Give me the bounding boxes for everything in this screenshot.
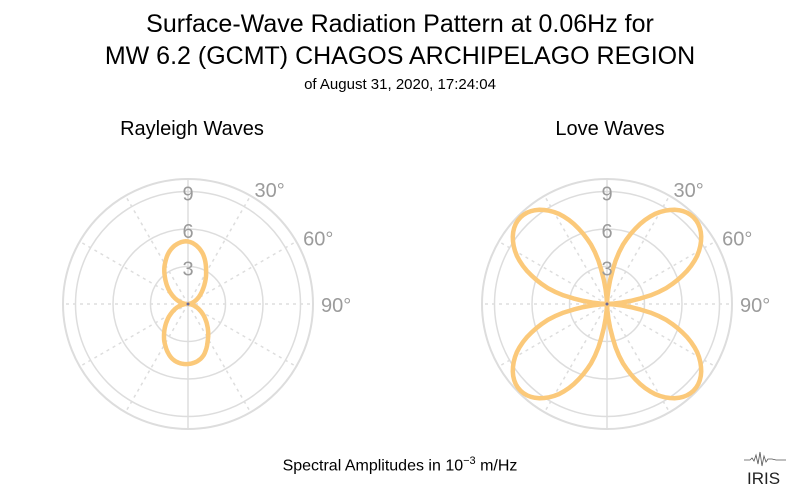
love-radial-tick-label: 9 xyxy=(601,184,612,206)
iris-logo-seismogram xyxy=(744,451,786,467)
amplitude-units-label: Spectral Amplitudes in 10−3 m/Hz xyxy=(0,455,800,475)
love-radial-tick-label: 6 xyxy=(601,221,612,243)
iris-logo: IRIS xyxy=(744,451,786,488)
love-center-dot xyxy=(605,302,609,306)
rayleigh-spoke xyxy=(124,195,189,305)
chart-title-line1: Surface-Wave Radiation Pattern at 0.06Hz… xyxy=(146,10,654,38)
rayleigh-angle-label: 60° xyxy=(303,229,333,251)
rayleigh-title: Rayleigh Waves xyxy=(120,118,264,140)
rayleigh-radial-tick-label: 6 xyxy=(182,221,193,243)
rayleigh-pattern-curve xyxy=(161,239,211,367)
footer-prefix: Spectral Amplitudes in 10 xyxy=(282,457,464,475)
rayleigh-spoke xyxy=(187,303,252,413)
love-radial-tick-label: 3 xyxy=(601,259,612,281)
footer-exponent: −3 xyxy=(463,455,476,467)
chart-title-date: of August 31, 2020, 17:24:04 xyxy=(304,76,496,93)
love-title: Love Waves xyxy=(555,118,665,140)
footer-suffix: m/Hz xyxy=(475,457,518,475)
love-angle-label: 90° xyxy=(740,295,770,317)
rayleigh-radial-tick-label: 3 xyxy=(182,259,193,281)
chart-title-line2: MW 6.2 (GCMT) CHAGOS ARCHIPELAGO REGION xyxy=(104,42,696,70)
rayleigh-angle-label: 90° xyxy=(321,295,351,317)
love-angle-label: 60° xyxy=(722,229,752,251)
rayleigh-polar-plot: 3 6 9 30° 60° 90° xyxy=(62,178,351,430)
rayleigh-angle-label: 30° xyxy=(255,180,285,202)
iris-logo-text: IRIS xyxy=(747,469,780,488)
rayleigh-spoke xyxy=(124,303,189,413)
love-polar-plot: 3 6 9 30° 60° 90° xyxy=(481,178,770,430)
love-angle-label: 30° xyxy=(674,180,704,202)
rayleigh-radial-tick-label: 9 xyxy=(182,184,193,206)
rayleigh-center-dot xyxy=(186,302,190,306)
rayleigh-spoke xyxy=(187,195,252,305)
